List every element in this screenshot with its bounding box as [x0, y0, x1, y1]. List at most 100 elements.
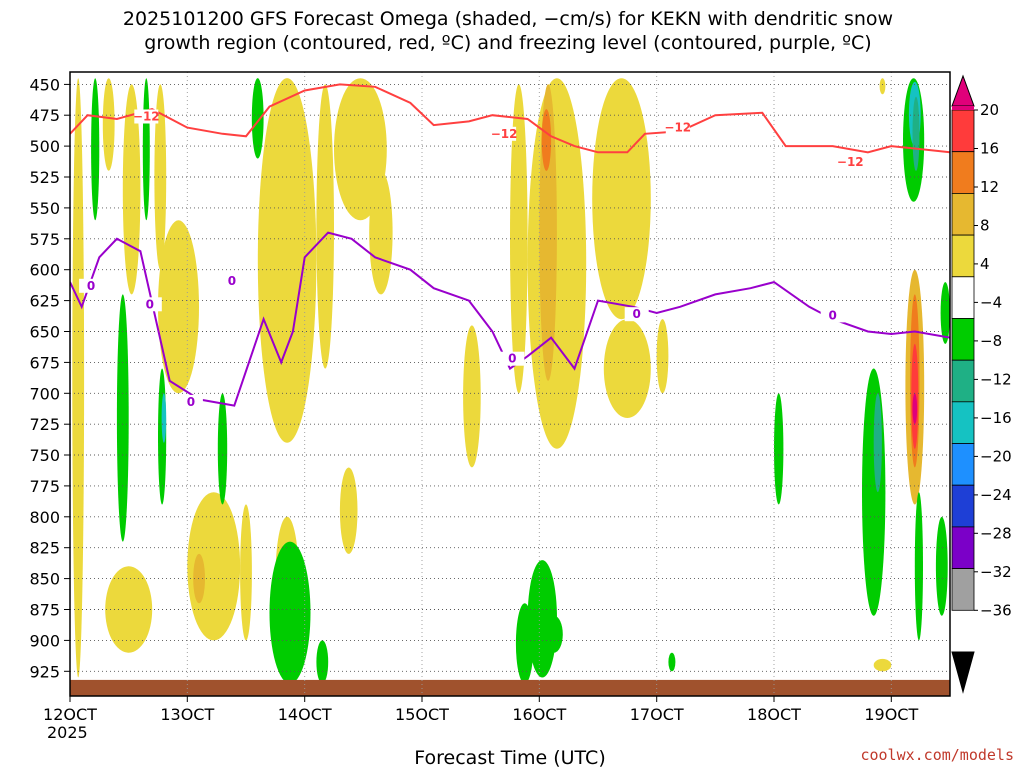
colorbar-label-7: −12 — [980, 370, 1012, 388]
freezing-label-1: 0 — [87, 279, 95, 293]
omega-cell-16 — [316, 84, 335, 369]
x-tick-label-2: 14OCT — [278, 705, 332, 724]
colorbar-label-4: 4 — [980, 255, 990, 273]
colorbar-label-6: −8 — [980, 332, 1002, 350]
x-tick-label-7: 19OCT — [864, 705, 918, 724]
colorbar-swatch-7 — [951, 359, 975, 403]
freezing-label-4-bg — [219, 273, 244, 288]
dendritic-label-2-bg — [492, 126, 517, 141]
y-tick-label-5: 575 — [29, 230, 60, 249]
omega-cell-3 — [122, 84, 141, 295]
colorbar-label-8: −16 — [980, 409, 1012, 427]
colorbar-top-triangle — [951, 74, 975, 107]
omega-cell-13 — [217, 393, 228, 505]
omega-cell-32 — [592, 78, 651, 320]
omega-cell-49 — [879, 78, 886, 95]
omega-cell-23 — [339, 467, 358, 554]
plot-frame — [69, 71, 951, 697]
colorbar-label-10: −24 — [980, 486, 1012, 504]
freezing-label-4: 0 — [228, 274, 236, 288]
omega-cell-8 — [158, 220, 199, 394]
freezing-label-5: 0 — [508, 352, 516, 366]
colorbar-swatch-0 — [952, 106, 974, 110]
y-tick-label-11: 725 — [29, 415, 60, 434]
x-tick-label-5: 17OCT — [630, 705, 684, 724]
y-tick-label-14: 800 — [29, 508, 60, 527]
freezing-label-2: 0 — [146, 297, 154, 311]
omega-cell-44 — [912, 393, 918, 425]
dendritic-label-4-bg — [838, 155, 863, 170]
omega-cell-4 — [142, 78, 150, 221]
omega-cell-21 — [269, 541, 311, 684]
dendritic-label-1: −12 — [133, 110, 160, 124]
y-tick-label-4: 550 — [29, 199, 60, 218]
omega-cell-14 — [240, 504, 252, 641]
omega-cell-24 — [463, 325, 481, 468]
colorbar-bottom-triangle — [951, 651, 975, 694]
dendritic-label-3-bg — [665, 120, 690, 135]
y-tick-label-16: 850 — [29, 570, 60, 589]
omega-cell-6 — [116, 294, 129, 542]
omega-cell-19 — [369, 170, 393, 295]
omega-cell-50 — [668, 652, 676, 672]
colorbar-label-2: 12 — [980, 178, 999, 196]
colorbar-label-13: −36 — [980, 601, 1012, 619]
omega-cell-33 — [603, 319, 651, 418]
y-tick-label-1: 475 — [29, 106, 60, 125]
y-tick-label-9: 675 — [29, 353, 60, 372]
omega-shading — [70, 78, 950, 696]
colorbar: 20 16 12 8 4 −4 −8 −12 −16 −20 −24 −28 −32 −36 — [951, 74, 1012, 694]
dendritic-label-3: −12 — [664, 121, 691, 135]
ground-strip — [70, 679, 950, 696]
y-tick-label-17: 875 — [29, 601, 60, 620]
colorbar-swatch-5 — [951, 276, 975, 319]
omega-cell-27 — [545, 615, 563, 653]
y-tick-label-13: 775 — [29, 477, 60, 496]
omega-cell-7 — [105, 566, 153, 653]
omega-cell-48 — [873, 658, 892, 672]
omega-cell-1 — [91, 78, 100, 221]
y-tick-label-0: 450 — [29, 75, 60, 94]
x-tick-label-1: 13OCT — [160, 705, 214, 724]
colorbar-label-11: −28 — [980, 524, 1012, 542]
omega-cell-31 — [541, 109, 552, 171]
x-tick-label-3: 15OCT — [395, 705, 449, 724]
colorbar-swatch-4 — [951, 234, 975, 278]
freezing-label-7-bg — [820, 308, 845, 323]
freezing-label-7: 0 — [829, 308, 837, 322]
chart-title-line-2: growth region (contoured, red, ºC) and f… — [144, 32, 871, 54]
freezing-label-6: 0 — [633, 307, 641, 321]
y-tick-label-18: 900 — [29, 631, 60, 650]
y-tick-label-8: 650 — [29, 323, 60, 342]
freezing-label-5-bg — [500, 351, 525, 366]
colorbar-swatch-8 — [951, 401, 975, 444]
grid-lines — [70, 72, 950, 696]
colorbar-swatch-11 — [951, 526, 975, 570]
omega-cell-34 — [656, 319, 669, 394]
y-tick-label-12: 750 — [29, 446, 60, 465]
omega-cell-5 — [154, 84, 167, 270]
colorbar-label-9: −20 — [980, 447, 1012, 465]
freezing-label-3: 0 — [187, 395, 195, 409]
colorbar-label-0: 20 — [980, 101, 999, 119]
colorbar-label-1: 16 — [980, 140, 999, 158]
omega-cell-36 — [862, 368, 886, 616]
dendritic-label-4: −12 — [837, 155, 864, 169]
colorbar-swatch-10 — [951, 484, 975, 528]
dendritic-contour — [70, 83, 950, 154]
omega-cell-12 — [193, 553, 206, 604]
colorbar-swatch-9 — [951, 443, 975, 486]
x-tick-label-6: 18OCT — [747, 705, 801, 724]
y-tick-label-10: 700 — [29, 384, 60, 403]
colorbar-label-12: −32 — [980, 563, 1012, 581]
chart-title-line-1: 2025101200 GFS Forecast Omega (shaded, −… — [123, 8, 893, 30]
omega-cell-29 — [527, 78, 587, 449]
colorbar-swatch-3 — [951, 192, 975, 236]
colorbar-swatch-6 — [951, 318, 975, 361]
omega-cell-37 — [873, 393, 882, 493]
omega-cell-10 — [161, 393, 167, 443]
omega-cell-15 — [257, 78, 317, 443]
y-tick-label-7: 625 — [29, 292, 60, 311]
colorbar-swatch-1 — [951, 109, 975, 153]
